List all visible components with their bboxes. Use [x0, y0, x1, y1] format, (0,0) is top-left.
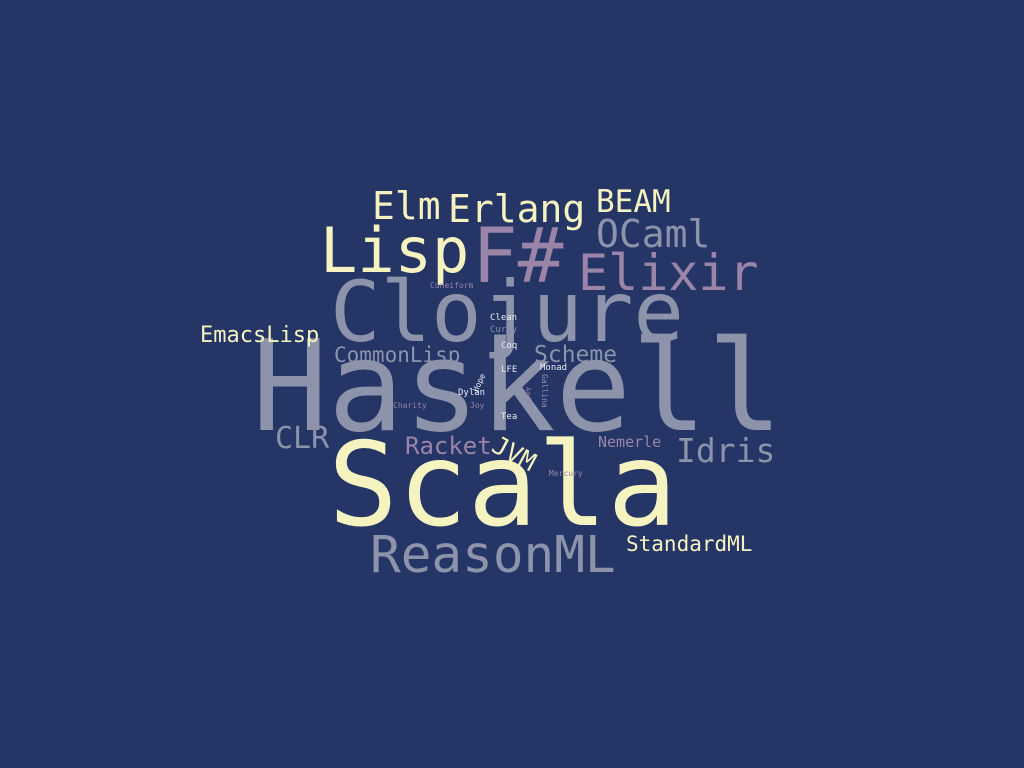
word-lfe: LFE	[501, 365, 518, 375]
word-gallina: Gallina	[540, 374, 549, 408]
word-lisp: Lisp	[320, 214, 470, 287]
word-commonlisp: CommonLisp	[334, 343, 461, 367]
word-charity: Charity	[393, 401, 427, 410]
word-monad: Monad	[540, 363, 568, 373]
word-tea: Tea	[501, 412, 518, 422]
word-coq: Coq	[501, 341, 518, 351]
word-idris: Idris	[676, 431, 776, 470]
word-nemerle: Nemerle	[598, 433, 662, 451]
word-scala: Scala	[328, 418, 678, 553]
word-reasonml: ReasonML	[370, 526, 616, 585]
word-clean: Clean	[490, 313, 518, 323]
word-erlang: Erlang	[448, 187, 586, 231]
word-racket: Racket	[405, 432, 492, 460]
word-fsharp: F#	[472, 211, 564, 300]
word-emacslisp: EmacsLisp	[200, 323, 320, 348]
word-standardml: StandardML	[626, 532, 753, 556]
word-haskell: Haskell	[252, 313, 784, 460]
word-clr: CLR	[275, 421, 330, 456]
word-elixir: Elixir	[578, 244, 759, 302]
word-agda: Agda	[524, 387, 532, 404]
word-scheme: Scheme	[534, 342, 618, 368]
word-dylan: Dylan	[458, 388, 486, 398]
word-joy: Joy	[470, 401, 485, 410]
word-elm: Elm	[372, 184, 441, 228]
word-curry: Curry	[490, 325, 518, 335]
word-ocaml: OCaml	[596, 212, 711, 256]
word-beam: BEAM	[596, 184, 671, 220]
word-cuneiform: Cuneiform	[430, 281, 474, 290]
word-clojure: Clojure	[330, 263, 685, 361]
word-mercury: Mercury	[549, 469, 583, 478]
